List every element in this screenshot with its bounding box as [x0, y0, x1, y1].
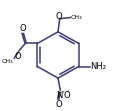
Text: CH₃: CH₃: [2, 59, 14, 64]
Text: CH₃: CH₃: [71, 15, 82, 20]
Text: O: O: [55, 12, 62, 21]
Text: ⁻: ⁻: [67, 91, 70, 96]
Text: N: N: [56, 91, 62, 100]
Text: O: O: [64, 91, 70, 100]
Text: NH₂: NH₂: [91, 62, 107, 71]
Text: O: O: [19, 24, 26, 33]
Text: ⁺: ⁺: [62, 91, 65, 96]
Text: O: O: [55, 100, 62, 109]
Text: O: O: [15, 52, 22, 61]
